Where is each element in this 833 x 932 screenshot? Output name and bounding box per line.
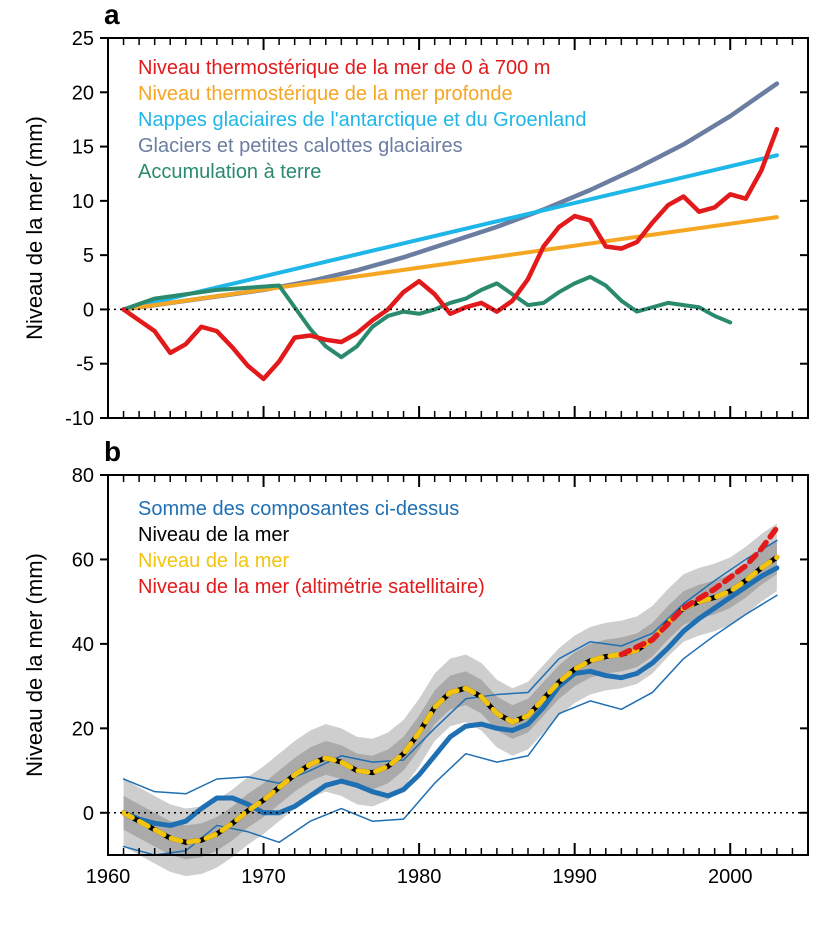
svg-text:-10: -10: [65, 408, 94, 430]
legend-item: Niveau thermostérique de la mer profonde: [138, 83, 513, 105]
legend-item: Accumulation à terre: [138, 161, 321, 183]
panel-a-label: a: [104, 0, 120, 30]
svg-text:1980: 1980: [397, 866, 442, 888]
svg-text:80: 80: [72, 465, 94, 487]
svg-text:20: 20: [72, 718, 94, 740]
svg-text:20: 20: [72, 82, 94, 104]
svg-text:1960: 1960: [86, 866, 131, 888]
svg-text:2000: 2000: [708, 866, 753, 888]
legend-item: Niveau de la mer: [138, 550, 290, 572]
svg-text:40: 40: [72, 634, 94, 656]
svg-text:10: 10: [72, 191, 94, 213]
svg-text:Niveau de la mer (mm): Niveau de la mer (mm): [22, 553, 47, 777]
legend-item: Somme des composantes ci-dessus: [138, 498, 459, 520]
legend-item: Niveau de la mer (altimétrie satellitair…: [138, 576, 485, 598]
legend-item: Nappes glaciaires de l'antarctique et du…: [138, 109, 587, 131]
svg-text:0: 0: [83, 803, 94, 825]
svg-text:Niveau de la mer (mm): Niveau de la mer (mm): [22, 116, 47, 340]
svg-text:25: 25: [72, 28, 94, 50]
svg-text:15: 15: [72, 137, 94, 159]
svg-text:5: 5: [83, 245, 94, 267]
legend-item: Niveau thermostérique de la mer de 0 à 7…: [138, 57, 550, 79]
svg-text:0: 0: [83, 299, 94, 321]
svg-text:-5: -5: [76, 354, 94, 376]
panel-b-label: b: [104, 436, 121, 467]
svg-text:60: 60: [72, 549, 94, 571]
svg-text:1990: 1990: [552, 866, 597, 888]
legend-item: Niveau de la mer: [138, 524, 290, 546]
legend-item: Glaciers et petites calottes glaciaires: [138, 135, 463, 157]
svg-text:1970: 1970: [241, 866, 286, 888]
